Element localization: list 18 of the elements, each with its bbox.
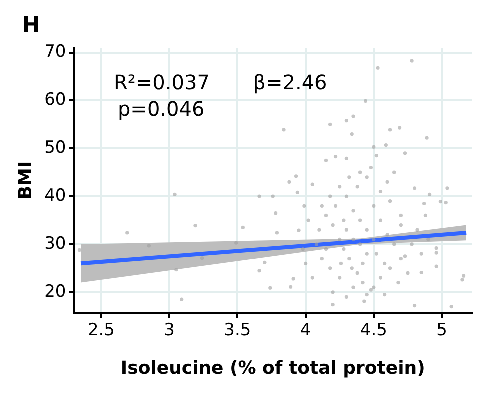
x-tick-label: 4.5 [360,320,388,341]
annotation: p=0.046 [118,97,205,122]
x-tick-label: 3 [164,320,175,341]
annotation: R²=0.037 [114,70,210,95]
x-axis-title: Isoleucine (% of total protein) [120,358,426,379]
y-tick-label: 50 [44,138,66,158]
x-tick-label: 5 [436,320,448,341]
y-tick-label: 60 [44,90,66,110]
y-tick-label: 70 [44,42,66,62]
y-tick-label: 30 [44,234,66,254]
x-tick-label: 3.5 [224,320,252,341]
y-axis-title: BMI [15,161,36,200]
x-tick-label: 2.5 [88,320,115,341]
y-tick-label: 40 [44,186,66,206]
x-tick-label: 4 [300,320,312,341]
chart-title: H [22,14,40,39]
annotation: β=2.46 [253,70,328,95]
y-tick-label: 20 [44,282,66,302]
